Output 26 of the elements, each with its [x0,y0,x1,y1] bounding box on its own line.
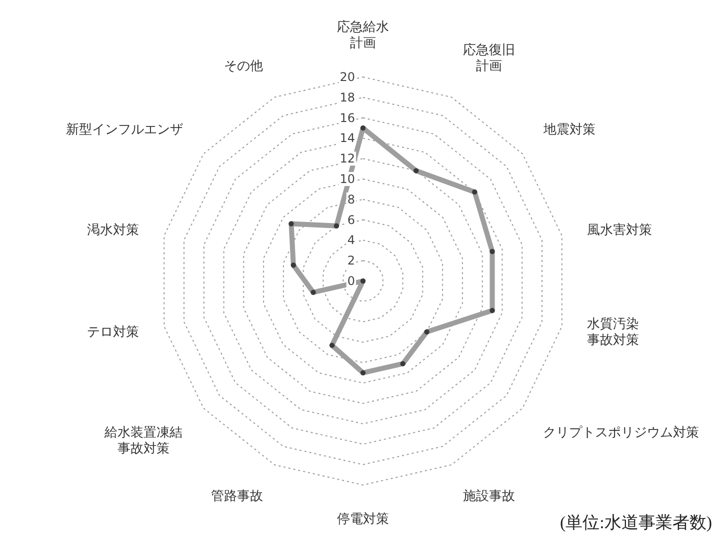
y-tick-label: 16 [340,110,355,125]
spoke-label: 新型インフルエンザ [66,122,184,138]
spoke-label: 管路事故 [211,489,264,504]
y-tick-label: 20 [340,70,355,84]
spoke-label: 停電対策 [337,511,389,527]
y-tick-label: 4 [347,233,355,248]
y-tick-label: 12 [340,152,355,166]
spoke-label: 施設事故 [462,489,515,504]
spoke-label: クリプトスポリジウム対策 [542,424,699,440]
y-tick-label: 18 [340,90,355,104]
text: (単位:水道事業者数) [560,513,712,532]
spoke-label: 地震対策 [542,122,596,138]
y-tick-label: 10 [340,172,355,186]
spoke-label: 渇水対策 [86,222,139,238]
spoke-label: 風水害対策 [587,222,652,238]
y-tick-label: 0 [347,274,355,288]
spoke-label: テロ対策 [86,324,139,340]
y-tick-label: 8 [347,192,355,206]
spoke-label: その他 [224,58,264,74]
spoke-label: 水質汚染事故対策 [587,317,640,348]
spoke-label: 応急復旧計画 [462,42,515,74]
spoke-label: 応急給水計画 [337,19,389,51]
y-tick-label: 6 [347,212,355,227]
y-tick-label: 14 [340,131,355,146]
y-tick-label: 2 [347,254,355,268]
spoke-label: 給水装置凍結事故対策 [104,425,183,456]
